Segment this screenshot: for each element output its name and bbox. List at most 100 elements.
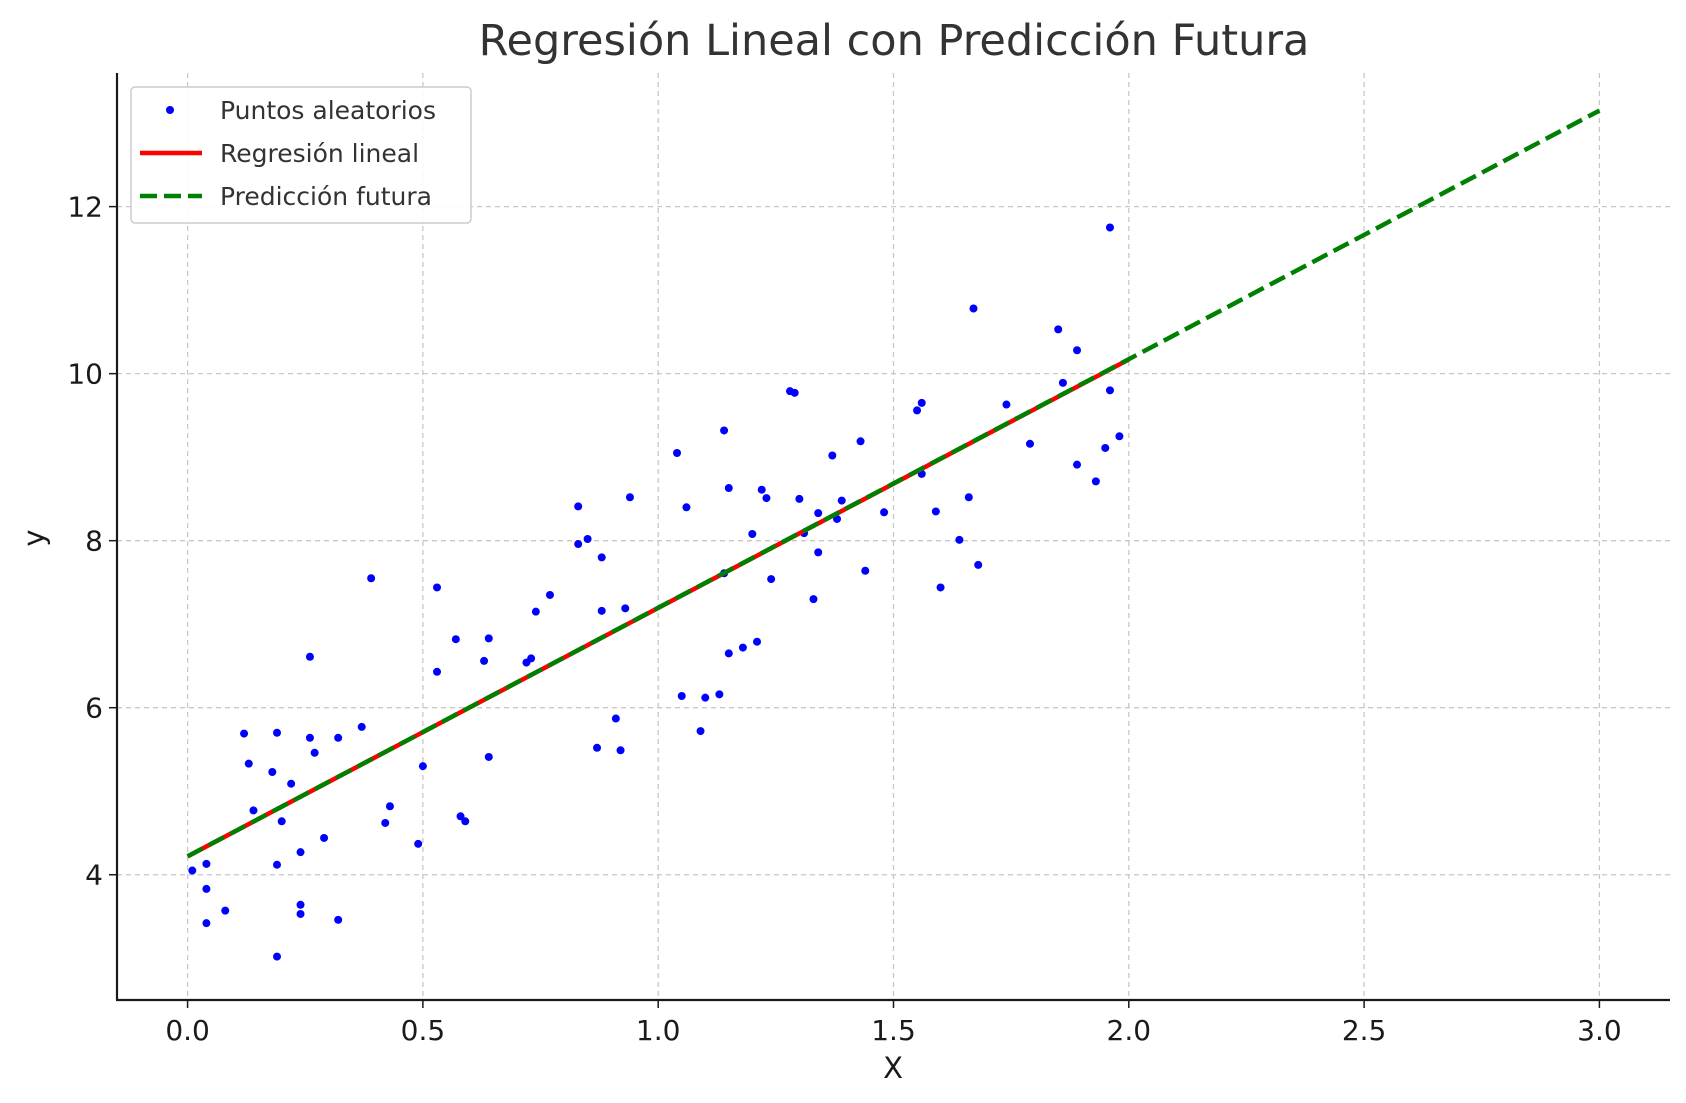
scatter-point	[277, 817, 286, 826]
scatter-point	[320, 833, 329, 842]
scatter-point	[814, 509, 823, 518]
scatter-point	[880, 508, 889, 517]
scatter-point	[461, 817, 470, 826]
scatter-point	[221, 906, 230, 915]
scatter-point	[531, 607, 540, 616]
y-axis-label: y	[17, 529, 51, 546]
legend-label: Regresión lineal	[220, 139, 419, 168]
legend-marker-points	[166, 106, 174, 114]
scatter-point	[856, 437, 865, 446]
x-tick-label: 2.5	[1342, 1014, 1387, 1047]
scatter-point	[1091, 477, 1100, 486]
y-tick-label: 6	[85, 692, 103, 725]
scatter-point	[837, 496, 846, 505]
scatter-point	[1054, 325, 1063, 334]
scatter-point	[268, 768, 277, 777]
legend: Puntos aleatorios Regresión lineal Predicc…	[130, 86, 472, 224]
scatter-point	[296, 848, 305, 857]
scatter-point	[367, 574, 376, 583]
scatter-point	[917, 398, 926, 407]
legend-box	[130, 86, 472, 224]
scatter-point	[273, 860, 282, 869]
scatter-point	[682, 503, 691, 512]
scatter-point	[936, 583, 945, 592]
x-tick-label: 0.5	[401, 1014, 446, 1047]
scatter-point	[677, 692, 686, 701]
scatter-point	[611, 714, 620, 723]
scatter-point	[188, 866, 197, 875]
scatter-point	[1105, 386, 1114, 395]
y-tick-label: 8	[85, 525, 103, 558]
x-tick-label: 1.0	[636, 1014, 681, 1047]
scatter-point	[974, 560, 983, 569]
scatter-point	[357, 722, 366, 731]
chart-title: Regresión Lineal con Predicción Futura	[479, 16, 1310, 66]
scatter-point	[861, 566, 870, 575]
y-tick-label: 4	[85, 859, 103, 892]
scatter-point	[240, 729, 249, 738]
legend-label: Puntos aleatorios	[220, 96, 436, 125]
x-tick-label: 1.5	[871, 1014, 916, 1047]
x-tick-label: 3.0	[1577, 1014, 1622, 1047]
scatter-point	[249, 806, 258, 815]
scatter-point	[593, 743, 602, 752]
scatter-point	[767, 575, 776, 584]
scatter-point	[621, 604, 630, 613]
scatter-point	[597, 553, 606, 562]
grid	[117, 73, 1670, 1000]
scatter-point	[724, 484, 733, 493]
scatter-point	[795, 494, 804, 503]
scatter-point	[305, 652, 314, 661]
scatter-point	[696, 727, 705, 736]
scatter-point	[1073, 346, 1082, 355]
scatter-point	[480, 656, 489, 665]
scatter-point	[757, 485, 766, 494]
scatter-point	[969, 304, 978, 313]
x-tick-label: 0.0	[165, 1014, 210, 1047]
scatter-point	[1073, 460, 1082, 469]
scatter-point	[305, 733, 314, 742]
prediction-line	[186, 108, 1601, 859]
scatter-point	[913, 406, 922, 415]
scatter-point	[1115, 432, 1124, 441]
scatter-point	[748, 529, 757, 538]
scatter-point	[597, 606, 606, 615]
tick-labels: 0.0 0.5 1.0 1.5 2.0 2.5 3.0 4 6 8 10 12	[67, 191, 1621, 1047]
scatter-point	[583, 535, 592, 544]
scatter-point	[381, 818, 390, 827]
scatter-point	[762, 494, 771, 503]
scatter-point	[574, 502, 583, 511]
scatter-point	[202, 859, 211, 868]
x-axis-label: X	[883, 1051, 903, 1085]
legend-items: Puntos aleatorios Regresión lineal Predicc…	[140, 96, 436, 211]
scatter-point	[244, 759, 253, 768]
scatter-point	[296, 909, 305, 918]
scatter-point	[287, 779, 296, 788]
x-tick-label: 2.0	[1107, 1014, 1152, 1047]
scatter-point	[273, 728, 282, 737]
series-lines	[186, 108, 1601, 859]
y-tick-label: 12	[67, 191, 103, 224]
scatter-point	[574, 540, 583, 549]
scatter-points	[188, 223, 1124, 961]
scatter-point	[414, 839, 423, 848]
scatter-point	[790, 388, 799, 397]
scatter-point	[828, 451, 837, 460]
scatter-point	[310, 748, 319, 757]
scatter-point	[809, 595, 818, 604]
scatter-point	[724, 649, 733, 658]
scatter-point	[738, 643, 747, 652]
scatter-point	[484, 752, 493, 761]
scatter-point	[1002, 400, 1011, 409]
scatter-point	[964, 493, 973, 502]
scatter-point	[753, 637, 762, 646]
scatter-point	[484, 634, 493, 643]
scatter-point	[1101, 443, 1110, 452]
scatter-point	[456, 812, 465, 821]
scatter-point	[931, 507, 940, 516]
y-tick-label: 10	[67, 358, 103, 391]
scatter-point	[955, 535, 964, 544]
scatter-point	[720, 426, 729, 435]
scatter-point	[1025, 439, 1034, 448]
